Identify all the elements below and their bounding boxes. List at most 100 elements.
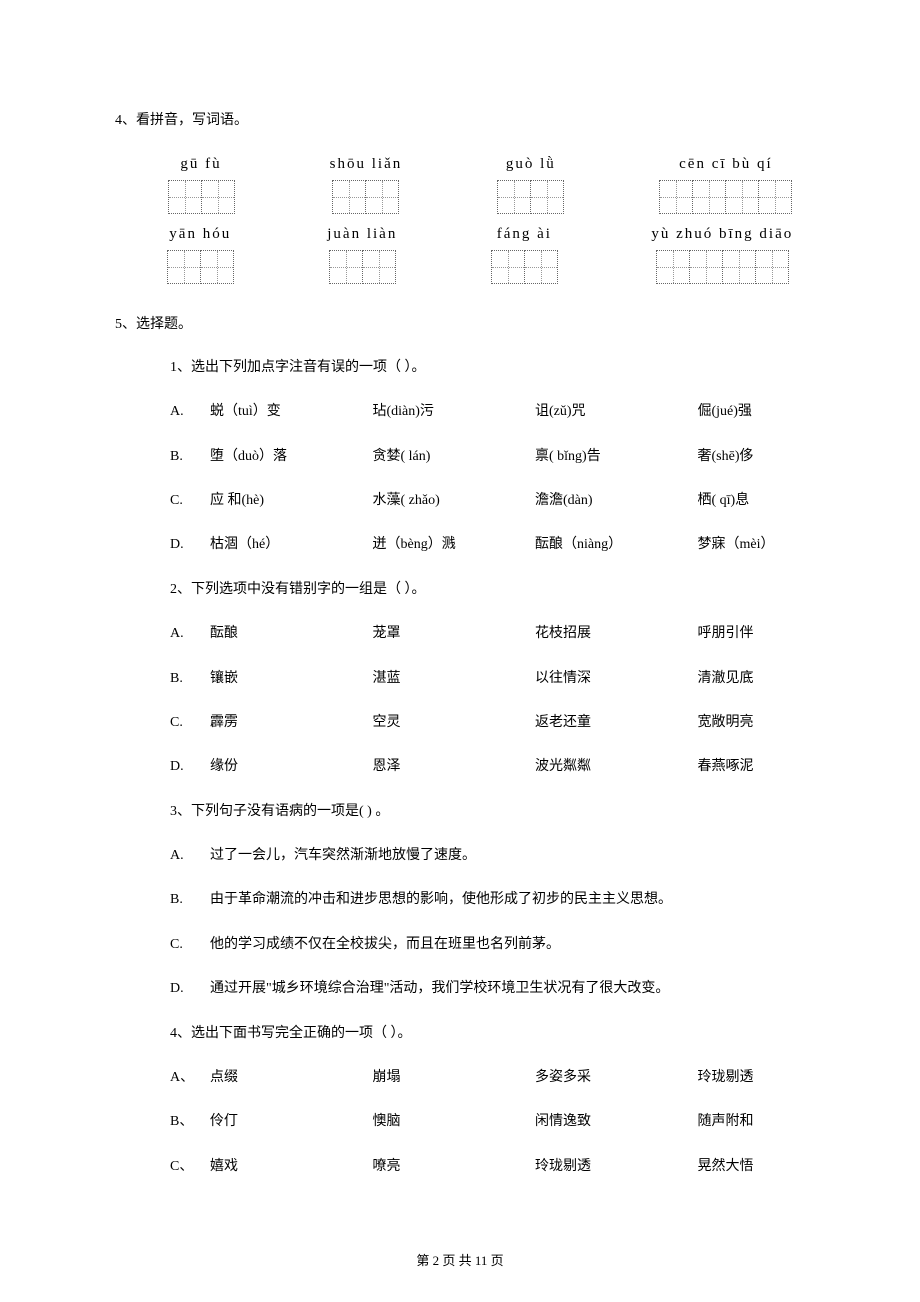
grid-box[interactable]: [168, 180, 202, 214]
grid-box[interactable]: [167, 250, 201, 284]
pinyin-unit: fáng ài: [491, 222, 558, 284]
option-cell: 梦寐（mèi）: [698, 534, 861, 556]
option-text: 他的学习成绩不仅在全校拔尖，而且在班里也名列前茅。: [210, 934, 860, 956]
option-cell: 玷(diàn)污: [373, 401, 536, 423]
pinyin-unit: guò lǜ: [497, 152, 564, 214]
grid-box[interactable]: [524, 250, 558, 284]
grid-box[interactable]: [758, 180, 792, 214]
q5-sub3-option-a[interactable]: A. 过了一会儿，汽车突然渐渐地放慢了速度。: [170, 845, 860, 867]
q5-sub4-option-a[interactable]: A、 点缀 崩塌 多姿多采 玲珑剔透: [170, 1067, 860, 1089]
option-label: B.: [170, 668, 210, 690]
option-label: C.: [170, 490, 210, 512]
grid-boxes: [659, 180, 792, 214]
option-cell: 湛蓝: [373, 668, 536, 690]
option-label: C.: [170, 712, 210, 734]
option-label: C、: [170, 1156, 210, 1178]
option-cells: 霹雳 空灵 返老还童 宽敞明亮: [210, 712, 860, 734]
pinyin-unit: yù zhuó bīng diāo: [651, 222, 793, 284]
grid-box[interactable]: [656, 250, 690, 284]
grid-box[interactable]: [689, 250, 723, 284]
option-label: D.: [170, 978, 210, 1000]
grid-box[interactable]: [200, 250, 234, 284]
option-text: 过了一会儿，汽车突然渐渐地放慢了速度。: [210, 845, 860, 867]
option-cell: 澹澹(dàn): [535, 490, 698, 512]
option-cell: 奢(shē)侈: [698, 446, 861, 468]
option-cell: 倔(jué)强: [698, 401, 861, 423]
grid-box[interactable]: [329, 250, 363, 284]
option-cell: 闲情逸致: [535, 1111, 698, 1133]
option-label: B.: [170, 889, 210, 911]
option-text: 由于革命潮流的冲击和进步思想的影响，使他形成了初步的民主主义思想。: [210, 889, 860, 911]
option-label: B.: [170, 446, 210, 468]
option-cell: 懊脑: [373, 1111, 536, 1133]
option-cell: 酝酿（niàng）: [535, 534, 698, 556]
option-cell: 伶仃: [210, 1111, 373, 1133]
q5-sub3-option-d[interactable]: D. 通过开展"城乡环境综合治理"活动，我们学校环境卫生状况有了很大改变。: [170, 978, 860, 1000]
option-cell: 宽敞明亮: [698, 712, 861, 734]
grid-box[interactable]: [201, 180, 235, 214]
q5-sub2-option-a[interactable]: A. 酝酿 茏罩 花枝招展 呼朋引伴: [170, 623, 860, 645]
grid-box[interactable]: [491, 250, 525, 284]
q5-sub4-option-b[interactable]: B、 伶仃 懊脑 闲情逸致 随声附和: [170, 1111, 860, 1133]
grid-boxes: [168, 180, 235, 214]
grid-box[interactable]: [530, 180, 564, 214]
grid-box[interactable]: [362, 250, 396, 284]
option-cell: 恩泽: [373, 756, 536, 778]
grid-box[interactable]: [692, 180, 726, 214]
option-cell: 贪婪( lán): [373, 446, 536, 468]
option-label: D.: [170, 756, 210, 778]
pinyin-unit: cēn cī bù qí: [659, 152, 792, 214]
option-cell: 点缀: [210, 1067, 373, 1089]
q5-sub1-option-d[interactable]: D. 枯涸（hé） 迸（bèng）溅 酝酿（niàng） 梦寐（mèi）: [170, 534, 860, 556]
option-cell: 花枝招展: [535, 623, 698, 645]
option-cell: 玲珑剔透: [535, 1156, 698, 1178]
option-cells: 伶仃 懊脑 闲情逸致 随声附和: [210, 1111, 860, 1133]
q5-sub1-option-b[interactable]: B. 堕（duò）落 贪婪( lán) 禀( bǐng)告 奢(shē)侈: [170, 446, 860, 468]
q5-sub3-option-b[interactable]: B. 由于革命潮流的冲击和进步思想的影响，使他形成了初步的民主主义思想。: [170, 889, 860, 911]
grid-box[interactable]: [497, 180, 531, 214]
option-cell: 波光粼粼: [535, 756, 698, 778]
q5-sub1-option-a[interactable]: A. 蜕（tuì）变 玷(diàn)污 诅(zǔ)咒 倔(jué)强: [170, 401, 860, 423]
q5-sub2-option-c[interactable]: C. 霹雳 空灵 返老还童 宽敞明亮: [170, 712, 860, 734]
option-cell: 栖( qī)息: [698, 490, 861, 512]
q5-sub3-option-c[interactable]: C. 他的学习成绩不仅在全校拔尖，而且在班里也名列前茅。: [170, 934, 860, 956]
option-cell: 茏罩: [373, 623, 536, 645]
option-cell: 诅(zǔ)咒: [535, 401, 698, 423]
option-cell: 枯涸（hé）: [210, 534, 373, 556]
pinyin-text: guò lǜ: [506, 152, 556, 176]
page-footer: 第 2 页 共 11 页: [0, 1251, 920, 1272]
option-label: B、: [170, 1111, 210, 1133]
pinyin-text: juàn liàn: [327, 222, 397, 246]
q5-sub4-option-c[interactable]: C、 嬉戏 嘹亮 玲珑剔透 晃然大悟: [170, 1156, 860, 1178]
q5-title: 5、选择题。: [115, 314, 860, 336]
pinyin-unit: yān hóu: [167, 222, 234, 284]
grid-box[interactable]: [722, 250, 756, 284]
pinyin-text: shōu liǎn: [330, 152, 403, 176]
option-text: 通过开展"城乡环境综合治理"活动，我们学校环境卫生状况有了很大改变。: [210, 978, 860, 1000]
q5-sub1-option-c[interactable]: C. 应 和(hè) 水藻( zhǎo) 澹澹(dàn) 栖( qī)息: [170, 490, 860, 512]
option-cells: 堕（duò）落 贪婪( lán) 禀( bǐng)告 奢(shē)侈: [210, 446, 860, 468]
option-cells: 嬉戏 嘹亮 玲珑剔透 晃然大悟: [210, 1156, 860, 1178]
grid-box[interactable]: [365, 180, 399, 214]
grid-boxes: [329, 250, 396, 284]
option-cells: 蜕（tuì）变 玷(diàn)污 诅(zǔ)咒 倔(jué)强: [210, 401, 860, 423]
q5-sub2-option-b[interactable]: B. 镶嵌 湛蓝 以往情深 清澈见底: [170, 668, 860, 690]
option-cells: 点缀 崩塌 多姿多采 玲珑剔透: [210, 1067, 860, 1089]
q5-sub2-option-d[interactable]: D. 缘份 恩泽 波光粼粼 春燕啄泥: [170, 756, 860, 778]
option-cell: 嘹亮: [373, 1156, 536, 1178]
grid-box[interactable]: [332, 180, 366, 214]
pinyin-text: cēn cī bù qí: [679, 152, 773, 176]
q4-row-1: gū fù shōu liǎn guò lǜ cēn cī bù qí: [120, 152, 840, 214]
q5-sub2-prompt: 2、下列选项中没有错别字的一组是（ ）。: [170, 579, 860, 601]
option-cell: 霹雳: [210, 712, 373, 734]
grid-box[interactable]: [755, 250, 789, 284]
option-cell: 应 和(hè): [210, 490, 373, 512]
option-cell: 多姿多采: [535, 1067, 698, 1089]
option-cell: 春燕啄泥: [698, 756, 861, 778]
option-cells: 枯涸（hé） 迸（bèng）溅 酝酿（niàng） 梦寐（mèi）: [210, 534, 860, 556]
grid-box[interactable]: [659, 180, 693, 214]
grid-box[interactable]: [725, 180, 759, 214]
option-cells: 应 和(hè) 水藻( zhǎo) 澹澹(dàn) 栖( qī)息: [210, 490, 860, 512]
pinyin-text: yù zhuó bīng diāo: [651, 222, 793, 246]
option-cell: 随声附和: [698, 1111, 861, 1133]
